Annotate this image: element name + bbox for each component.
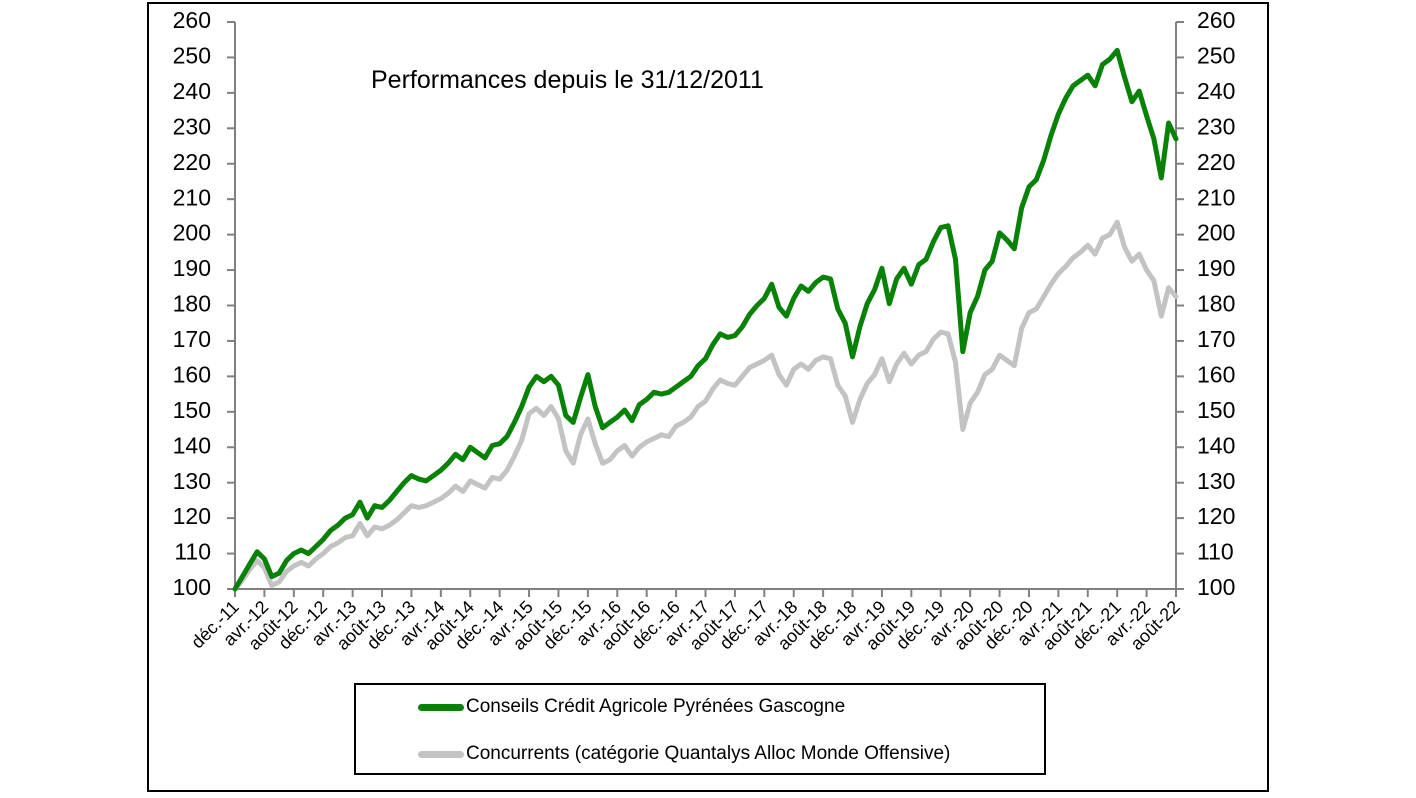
y-tick-label-right: 240 bbox=[1197, 78, 1235, 104]
y-tick-label-right: 160 bbox=[1197, 361, 1235, 387]
y-tick-label-left: 250 bbox=[173, 43, 211, 69]
y-tick-label-left: 200 bbox=[173, 220, 211, 246]
y-tick-label-right: 170 bbox=[1197, 326, 1235, 352]
y-tick-label-right: 230 bbox=[1197, 113, 1235, 139]
y-tick-label-left: 240 bbox=[173, 78, 211, 104]
y-tick-label-right: 190 bbox=[1197, 255, 1235, 281]
series-line-concurrents bbox=[232, 219, 1179, 592]
chart-title: Performances depuis le 31/12/2011 bbox=[371, 66, 764, 94]
series-line-conseils bbox=[232, 47, 1179, 592]
legend-swatch-green bbox=[418, 703, 464, 711]
y-tick-label-right: 140 bbox=[1197, 432, 1235, 458]
legend-item-conseils: Conseils Crédit Agricole Pyrénées Gascog… bbox=[418, 693, 845, 721]
y-tick-label-left: 260 bbox=[173, 7, 211, 33]
y-tick-label-left: 130 bbox=[173, 468, 211, 494]
y-tick-label-left: 210 bbox=[173, 184, 211, 210]
plot-svg: 100 100 110 110 120 120 130 130 140 140 150 150 160 1… bbox=[173, 7, 1236, 654]
y-tick-label-right: 200 bbox=[1197, 220, 1235, 246]
legend-box: Conseils Crédit Agricole Pyrénées Gascog… bbox=[354, 683, 1046, 775]
y-tick-label-left: 180 bbox=[173, 291, 211, 317]
y-tick-label-right: 250 bbox=[1197, 43, 1235, 69]
y-tick-label-right: 120 bbox=[1197, 503, 1235, 529]
y-tick-label-right: 210 bbox=[1197, 184, 1235, 210]
legend-swatch-gray bbox=[418, 750, 464, 758]
y-tick-label-right: 180 bbox=[1197, 291, 1235, 317]
y-tick-label-left: 230 bbox=[173, 113, 211, 139]
y-tick-label-right: 260 bbox=[1197, 7, 1235, 33]
y-tick-label-left: 160 bbox=[173, 361, 211, 387]
legend-item-concurrents: Concurrents (catégorie Quantalys Alloc M… bbox=[418, 740, 950, 768]
y-tick-label-left: 220 bbox=[173, 149, 211, 175]
y-tick-label-left: 150 bbox=[173, 397, 211, 423]
y-tick-label-left: 110 bbox=[174, 539, 211, 565]
legend-label-concurrents: Concurrents (catégorie Quantalys Alloc M… bbox=[466, 743, 951, 764]
y-tick-label-right: 150 bbox=[1197, 397, 1235, 423]
y-tick-label-left: 190 bbox=[173, 255, 211, 281]
y-tick-label-right: 130 bbox=[1197, 468, 1235, 494]
y-tick-label-left: 100 bbox=[173, 574, 211, 600]
legend-label-conseils: Conseils Crédit Agricole Pyrénées Gascog… bbox=[466, 696, 846, 717]
y-tick-label-right: 100 bbox=[1197, 574, 1235, 600]
y-tick-label-left: 170 bbox=[173, 326, 211, 352]
y-tick-label-left: 120 bbox=[173, 503, 211, 529]
chart-frame: 100 100 110 110 120 120 130 130 140 140 150 150 160 1… bbox=[147, 2, 1269, 792]
y-tick-label-right: 110 bbox=[1197, 539, 1234, 565]
y-tick-label-right: 220 bbox=[1197, 149, 1235, 175]
y-tick-label-left: 140 bbox=[173, 432, 211, 458]
